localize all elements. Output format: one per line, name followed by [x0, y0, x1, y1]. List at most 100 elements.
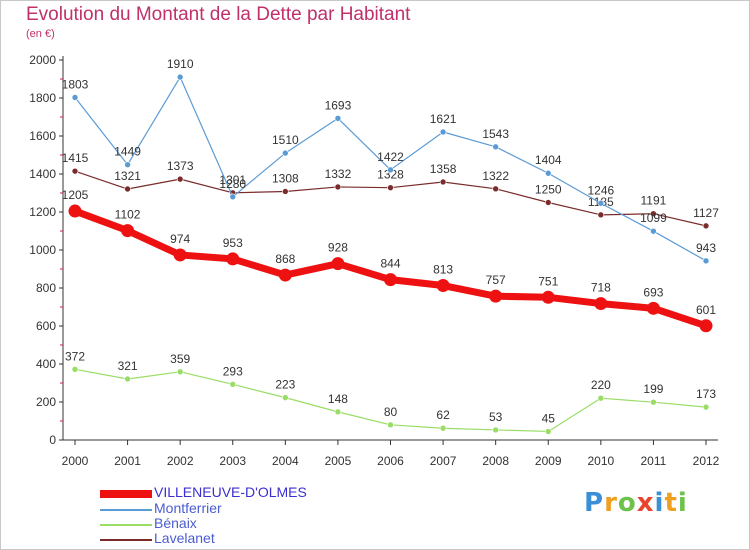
- data-label-lavelanet-2012: 1127: [693, 206, 719, 220]
- data-label-lavelanet-2011: 1191: [641, 194, 667, 208]
- data-point-lavelanet-2008: [492, 185, 499, 193]
- data-label-villeneuve-d-olmes-2000: 1205: [62, 188, 89, 202]
- data-point-b-naix-2004: [282, 394, 289, 401]
- y-tick-label-200: 200: [36, 395, 56, 409]
- data-label-montferrier-2005: 1693: [325, 98, 352, 112]
- x-tick-label-2005: 2005: [325, 454, 352, 468]
- legend-swatch-lavelanet: [100, 539, 152, 541]
- data-label-montferrier-2004: 1510: [272, 133, 299, 147]
- data-point-villeneuve-d-olmes-2012: [699, 319, 713, 333]
- data-label-montferrier-2001: 1449: [114, 145, 141, 159]
- data-point-villeneuve-d-olmes-2008: [489, 289, 503, 303]
- data-label-montferrier-2011: 1099: [640, 211, 667, 225]
- data-point-b-naix-2003: [229, 381, 237, 388]
- data-label-b-naix-2011: 199: [643, 382, 663, 396]
- data-label-lavelanet-2008: 1322: [482, 169, 509, 183]
- data-point-lavelanet-2000: [71, 167, 79, 175]
- data-label-villeneuve-d-olmes-2007: 813: [433, 263, 453, 277]
- data-point-b-naix-2008: [492, 426, 499, 434]
- data-label-b-naix-2006: 80: [384, 405, 398, 419]
- data-label-montferrier-2010: 1246: [587, 183, 614, 197]
- data-point-lavelanet-2006: [387, 184, 394, 191]
- data-point-montferrier-2008: [492, 143, 499, 151]
- data-point-b-naix-2001: [124, 375, 131, 383]
- y-tick-label-400: 400: [36, 357, 56, 371]
- x-tick-label-2012: 2012: [693, 454, 720, 468]
- data-point-lavelanet-2007: [439, 178, 447, 186]
- data-point-montferrier-2005: [334, 115, 342, 122]
- data-point-b-naix-2012: [702, 403, 710, 411]
- data-point-b-naix-2009: [544, 428, 552, 435]
- x-tick-label-2011: 2011: [641, 454, 667, 468]
- data-label-montferrier-2002: 1910: [167, 57, 194, 71]
- data-label-b-naix-2000: 372: [65, 349, 85, 363]
- data-point-b-naix-2005: [334, 408, 342, 416]
- data-label-b-naix-2008: 53: [489, 410, 503, 424]
- y-tick-label-1600: 1600: [29, 129, 56, 143]
- data-label-lavelanet-2007: 1358: [430, 162, 457, 176]
- data-label-lavelanet-2006: 1328: [377, 168, 404, 182]
- y-tick-label-0: 0: [49, 433, 56, 447]
- data-point-b-naix-2002: [176, 368, 184, 376]
- data-point-lavelanet-2002: [176, 175, 184, 183]
- data-point-villeneuve-d-olmes-2001: [121, 224, 135, 238]
- data-point-lavelanet-2011: [650, 210, 657, 218]
- data-label-villeneuve-d-olmes-2004: 868: [275, 252, 295, 266]
- data-point-villeneuve-d-olmes-2004: [278, 268, 292, 282]
- data-point-montferrier-2006: [387, 166, 394, 174]
- data-label-villeneuve-d-olmes-2001: 1102: [115, 208, 141, 222]
- data-point-montferrier-2009: [544, 169, 552, 177]
- data-label-montferrier-2012: 943: [696, 241, 716, 255]
- data-point-montferrier-2007: [439, 128, 447, 136]
- data-point-lavelanet-2005: [334, 183, 342, 191]
- y-tick-label-2000: 2000: [29, 53, 56, 67]
- x-tick-label-2008: 2008: [482, 454, 509, 468]
- data-label-b-naix-2005: 148: [328, 392, 348, 406]
- data-label-b-naix-2010: 220: [591, 378, 611, 392]
- y-tick-label-600: 600: [36, 319, 56, 333]
- x-tick-label-2002: 2002: [167, 454, 194, 468]
- data-label-b-naix-2002: 359: [170, 352, 190, 366]
- data-point-montferrier-2002: [176, 73, 184, 81]
- data-label-lavelanet-2004: 1308: [272, 171, 299, 185]
- chart-title: Evolution du Montant de la Dette par Hab…: [26, 4, 411, 25]
- legend-swatch-benaix: [100, 524, 152, 526]
- x-tick-label-2001: 2001: [114, 454, 141, 468]
- data-point-villeneuve-d-olmes-2011: [646, 301, 660, 315]
- data-point-lavelanet-2001: [124, 185, 131, 193]
- data-point-villeneuve-d-olmes-2009: [541, 290, 555, 304]
- x-tick-label-2004: 2004: [272, 454, 299, 468]
- data-label-lavelanet-2001: 1321: [114, 169, 141, 183]
- x-tick-label-2010: 2010: [587, 454, 614, 468]
- x-tick-label-2000: 2000: [62, 454, 89, 468]
- data-point-villeneuve-d-olmes-2007: [436, 279, 450, 293]
- y-tick-label-1400: 1400: [29, 167, 56, 181]
- data-label-villeneuve-d-olmes-2005: 928: [328, 241, 348, 255]
- y-tick-label-1200: 1200: [29, 205, 56, 219]
- y-tick-label-1000: 1000: [29, 243, 56, 257]
- y-tick-label-1800: 1800: [29, 91, 56, 105]
- data-label-b-naix-2001: 321: [118, 359, 138, 373]
- data-point-montferrier-2001: [124, 161, 131, 168]
- data-point-lavelanet-2012: [702, 222, 710, 230]
- data-label-b-naix-2009: 45: [542, 411, 556, 425]
- data-label-villeneuve-d-olmes-2003: 953: [223, 236, 243, 250]
- data-point-montferrier-2000: [71, 94, 79, 101]
- data-label-lavelanet-2005: 1332: [325, 167, 352, 181]
- data-label-villeneuve-d-olmes-2009: 751: [538, 274, 558, 288]
- legend-label-montferrier: Montferrier: [154, 500, 222, 516]
- y-tick-label-800: 800: [36, 281, 56, 295]
- data-point-lavelanet-2004: [282, 188, 289, 195]
- data-label-villeneuve-d-olmes-2006: 844: [380, 257, 400, 271]
- data-label-montferrier-2008: 1543: [482, 127, 509, 141]
- data-point-villeneuve-d-olmes-2006: [384, 273, 397, 287]
- data-point-villeneuve-d-olmes-2002: [173, 248, 187, 262]
- data-label-villeneuve-d-olmes-2008: 757: [486, 273, 506, 287]
- data-label-villeneuve-d-olmes-2002: 974: [170, 232, 190, 246]
- data-point-montferrier-2004: [282, 149, 289, 157]
- data-point-b-naix-2007: [439, 424, 447, 432]
- data-point-villeneuve-d-olmes-2005: [331, 257, 345, 271]
- data-label-villeneuve-d-olmes-2011: 693: [643, 285, 663, 299]
- data-label-montferrier-2009: 1404: [535, 153, 562, 167]
